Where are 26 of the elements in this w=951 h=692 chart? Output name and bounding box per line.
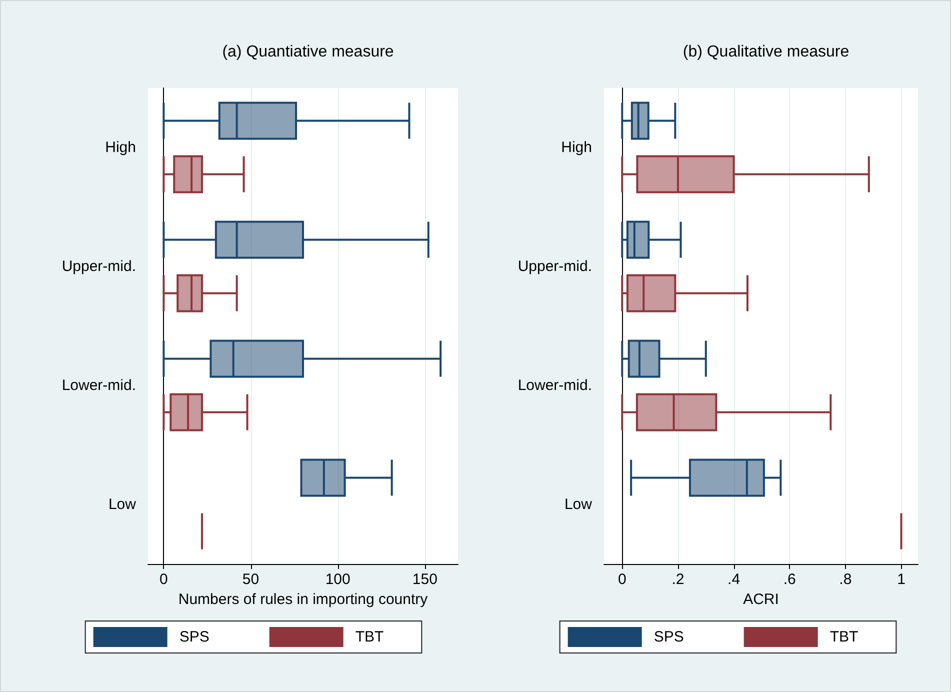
legend-label: SPS bbox=[179, 628, 210, 646]
x-tick-label: 1 bbox=[897, 571, 906, 588]
y-tick-label: Upper-mid. bbox=[62, 258, 136, 275]
y-tick-label: Lower-mid. bbox=[518, 377, 592, 394]
y-tick-label: Upper-mid. bbox=[518, 258, 592, 275]
x-tick-label: .2 bbox=[672, 571, 684, 588]
legend-label: TBT bbox=[830, 628, 858, 646]
x-tick-label: 0 bbox=[160, 571, 168, 588]
x-tick-label: 100 bbox=[325, 571, 350, 588]
x-tick-label: .8 bbox=[839, 571, 852, 588]
chart-title: (a) Quantiative measure bbox=[222, 44, 394, 60]
y-tick-label: Low bbox=[108, 496, 136, 513]
chart-title: (b) Qualitative measure bbox=[682, 44, 850, 60]
y-tick-label: Low bbox=[564, 496, 592, 513]
y-tick-label: High bbox=[105, 139, 136, 156]
y-tick-label: Lower-mid. bbox=[62, 377, 136, 394]
legend-label: SPS bbox=[654, 628, 684, 646]
y-tick-label: High bbox=[561, 139, 592, 156]
x-tick-label: .6 bbox=[783, 571, 796, 588]
x-tick-label: 0 bbox=[618, 571, 626, 588]
x-tick-label: .4 bbox=[728, 571, 740, 588]
x-axis-title: ACRI bbox=[743, 591, 779, 608]
x-tick-label: 50 bbox=[242, 571, 260, 588]
x-axis-title: Numbers of rules in importing country bbox=[178, 591, 428, 608]
legend-label: TBT bbox=[355, 628, 384, 646]
x-tick-label: 150 bbox=[412, 571, 438, 588]
